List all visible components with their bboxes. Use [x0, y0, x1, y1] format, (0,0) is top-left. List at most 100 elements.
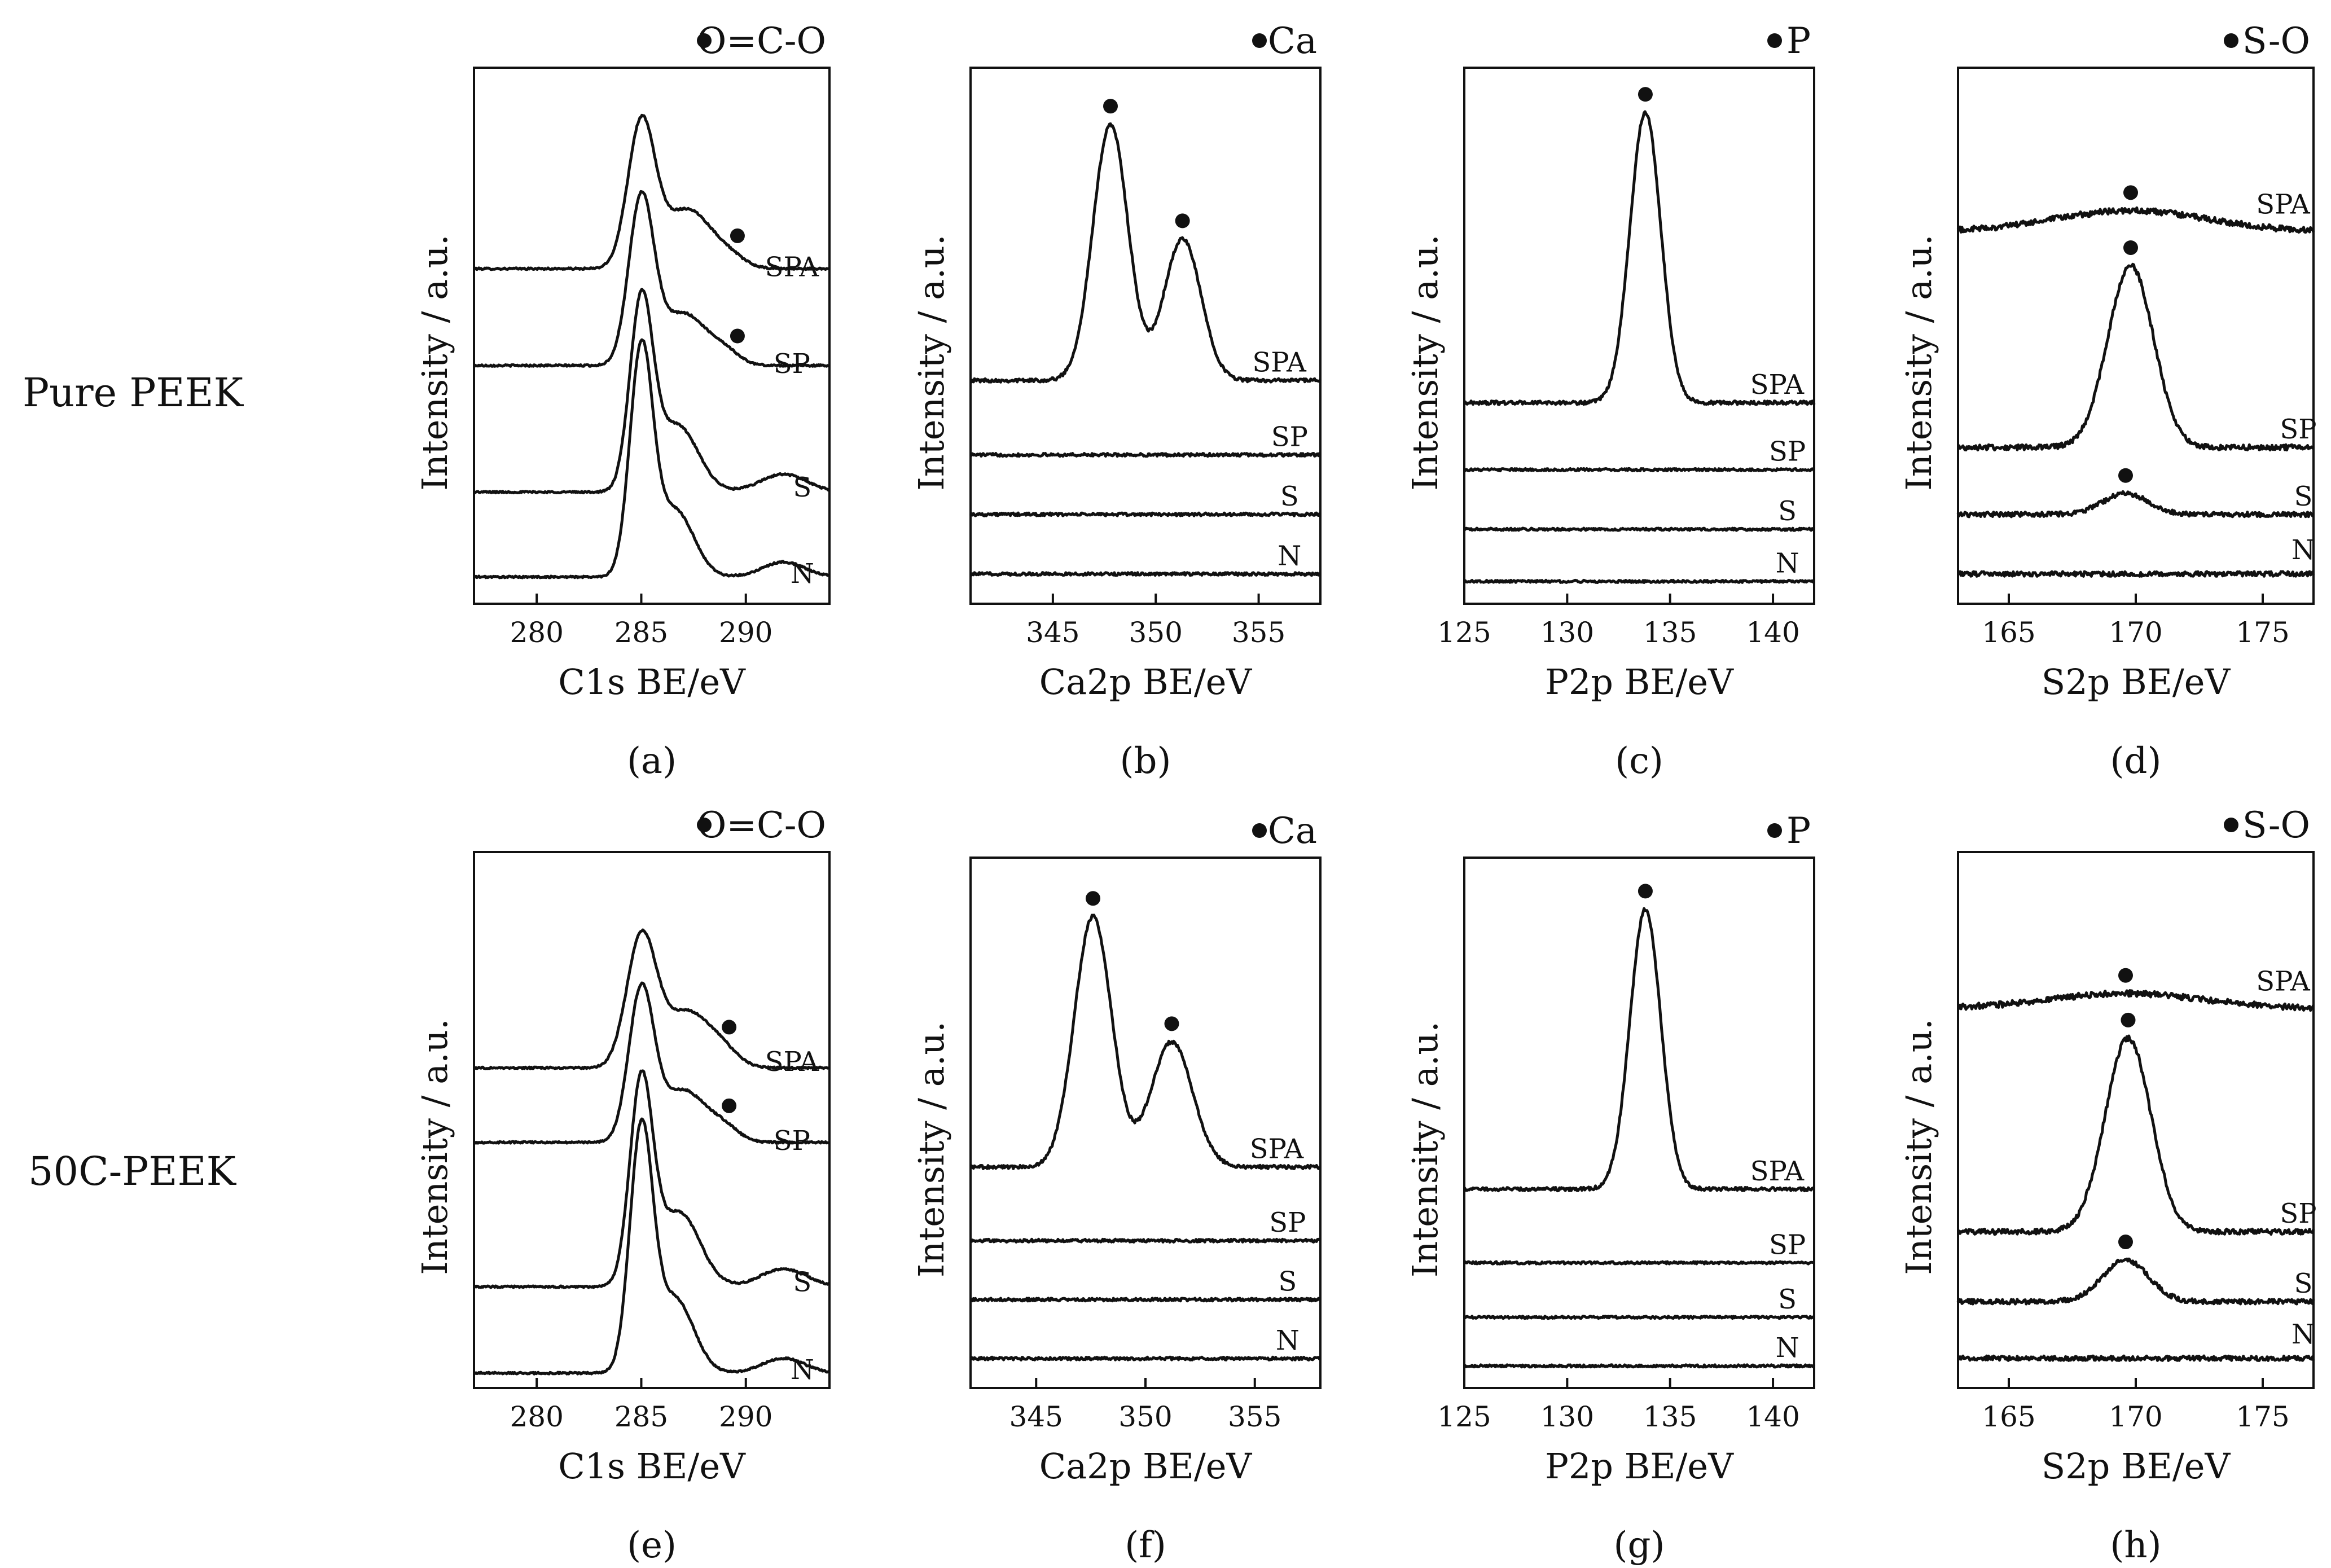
x-tick-label: 280	[510, 1400, 563, 1433]
series-line-s	[1464, 526, 1815, 532]
feature-marker-spa	[1086, 891, 1100, 906]
x-tick-label: 355	[1232, 616, 1285, 649]
feature-marker-sp	[2123, 240, 2138, 255]
feature-marker-spa	[1638, 884, 1653, 899]
plot-frame	[969, 67, 1322, 605]
x-axis-label: C1s BE/eV	[558, 661, 746, 702]
series-line-n	[473, 338, 830, 579]
y-axis-label: Intensity / a.u.	[1404, 234, 1446, 490]
x-tick-label: 125	[1437, 1400, 1491, 1433]
series-line-n	[1463, 1363, 1816, 1369]
series-label-s: S	[1778, 495, 1797, 527]
x-tick-label: 350	[1129, 616, 1183, 649]
series-line-sp	[473, 981, 831, 1145]
series-line-s	[1956, 1257, 2315, 1306]
feature-marker-s	[2118, 1235, 2133, 1250]
feature-marker-spa	[2118, 968, 2133, 983]
series-label-sp: SP	[1271, 421, 1308, 453]
series-label-n: N	[1776, 1332, 1799, 1364]
series-line-n	[969, 1355, 1322, 1361]
feature-marker-spa	[730, 228, 745, 243]
x-tick-label: 165	[1982, 1400, 2035, 1433]
panel-letter: (a)	[627, 740, 677, 782]
x-axis-label: C1s BE/eV	[558, 1446, 746, 1487]
panel-b: 345 350 355 Ca2p BE/eV Intensity / a.u. (b) Ca…	[911, 20, 1322, 782]
y-axis-label: Intensity / a.u.	[911, 234, 952, 490]
series-label-n: N	[1776, 548, 1799, 579]
feature-marker-sp	[730, 328, 745, 344]
series-label-n: N	[2292, 534, 2315, 566]
x-tick-label: 285	[614, 616, 668, 649]
panel-letter: (d)	[2110, 740, 2162, 782]
series-line-n	[1956, 570, 2315, 578]
series-line-sp	[1464, 1260, 1815, 1266]
panel-c: 125 130 135 140 P2p BE/eV Intensity / a.u. (c)…	[1404, 20, 1816, 782]
legend-label: Ca	[1268, 810, 1317, 852]
panel-f: 345 350 355 Ca2p BE/eV Intensity / a.u. (f) Ca…	[911, 810, 1322, 1566]
legend-label: S-O	[2242, 805, 2310, 846]
series-line-s	[1463, 1315, 1815, 1320]
series-line-spa	[1957, 989, 2315, 1012]
x-tick-label: 135	[1643, 616, 1697, 649]
panel-g: 125 130 135 140 P2p BE/eV Intensity / a.u. (g)…	[1404, 810, 1816, 1566]
row-label-50c-peek: 50C-PEEK	[28, 1148, 237, 1194]
panel-a: 280 285 290 C1s BE/eV Intensity / a.u. (a) O=C…	[414, 20, 831, 782]
series-label-n: N	[2292, 1319, 2315, 1350]
series-line-sp	[1957, 262, 2315, 452]
series-label-s: S	[793, 472, 811, 503]
x-tick-label: 140	[1746, 616, 1799, 649]
legend-label: P	[1786, 20, 1811, 62]
series-label-s: S	[1778, 1284, 1797, 1315]
series-label-spa: SPA	[765, 1046, 820, 1078]
y-axis-label: Intensity / a.u.	[414, 234, 455, 490]
plot-frame	[473, 67, 831, 605]
series-label-sp: SP	[2280, 1198, 2316, 1229]
series-label-n: N	[791, 1354, 814, 1386]
series-label-sp: SP	[2280, 414, 2316, 445]
series-line-sp	[1463, 467, 1816, 473]
series-label-s: S	[793, 1266, 811, 1298]
series-line-spa	[969, 913, 1322, 1170]
y-axis-label: Intensity / a.u.	[1898, 1018, 1939, 1275]
x-axis-label: Ca2p BE/eV	[1039, 661, 1253, 702]
panel-e: 280 285 290 C1s BE/eV Intensity / a.u. (e) O=C…	[414, 805, 831, 1566]
x-tick-label: 290	[719, 616, 772, 649]
series-line-spa	[1463, 110, 1816, 406]
series-line-s	[969, 511, 1322, 517]
panel-letter: (b)	[1120, 740, 1171, 782]
x-tick-label: 345	[1009, 1400, 1063, 1433]
legend: Ca	[1252, 810, 1317, 852]
series-label-n: N	[791, 558, 814, 590]
plot-frame	[1463, 857, 1815, 1389]
series-label-s: S	[1280, 481, 1299, 512]
legend: O=C-O	[697, 805, 826, 846]
series-line-sp	[473, 190, 831, 368]
legend: P	[1767, 20, 1811, 62]
x-tick-label: 175	[2236, 1400, 2289, 1433]
series-line-s	[1956, 490, 2314, 519]
series-line-spa	[473, 113, 830, 271]
series-line-sp	[1957, 1034, 2315, 1236]
series-label-s: S	[1278, 1266, 1297, 1298]
series-label-spa: SPA	[2256, 189, 2311, 221]
y-axis-label: Intensity / a.u.	[414, 1018, 455, 1275]
feature-marker-spa	[1103, 99, 1118, 114]
legend: S-O	[2224, 20, 2310, 62]
series-label-sp: SP	[1769, 1229, 1806, 1260]
legend-marker	[697, 818, 712, 832]
feature-marker-spa	[722, 1020, 737, 1035]
x-axis-label: S2p BE/eV	[2042, 1446, 2231, 1487]
plot-frame	[1463, 67, 1815, 605]
legend-label: S-O	[2242, 20, 2310, 62]
series-label-spa: SPA	[765, 251, 820, 283]
y-axis-label: Intensity / a.u.	[911, 1021, 952, 1277]
series-line-spa	[1956, 206, 2315, 234]
series-label-sp: SP	[774, 1125, 810, 1157]
row-label-pure-peek: Pure PEEK	[23, 370, 244, 416]
series-line-spa	[473, 928, 830, 1070]
series-line-sp	[969, 1237, 1322, 1244]
feature-marker-spa	[1175, 213, 1190, 229]
x-tick-label: 170	[2109, 616, 2162, 649]
